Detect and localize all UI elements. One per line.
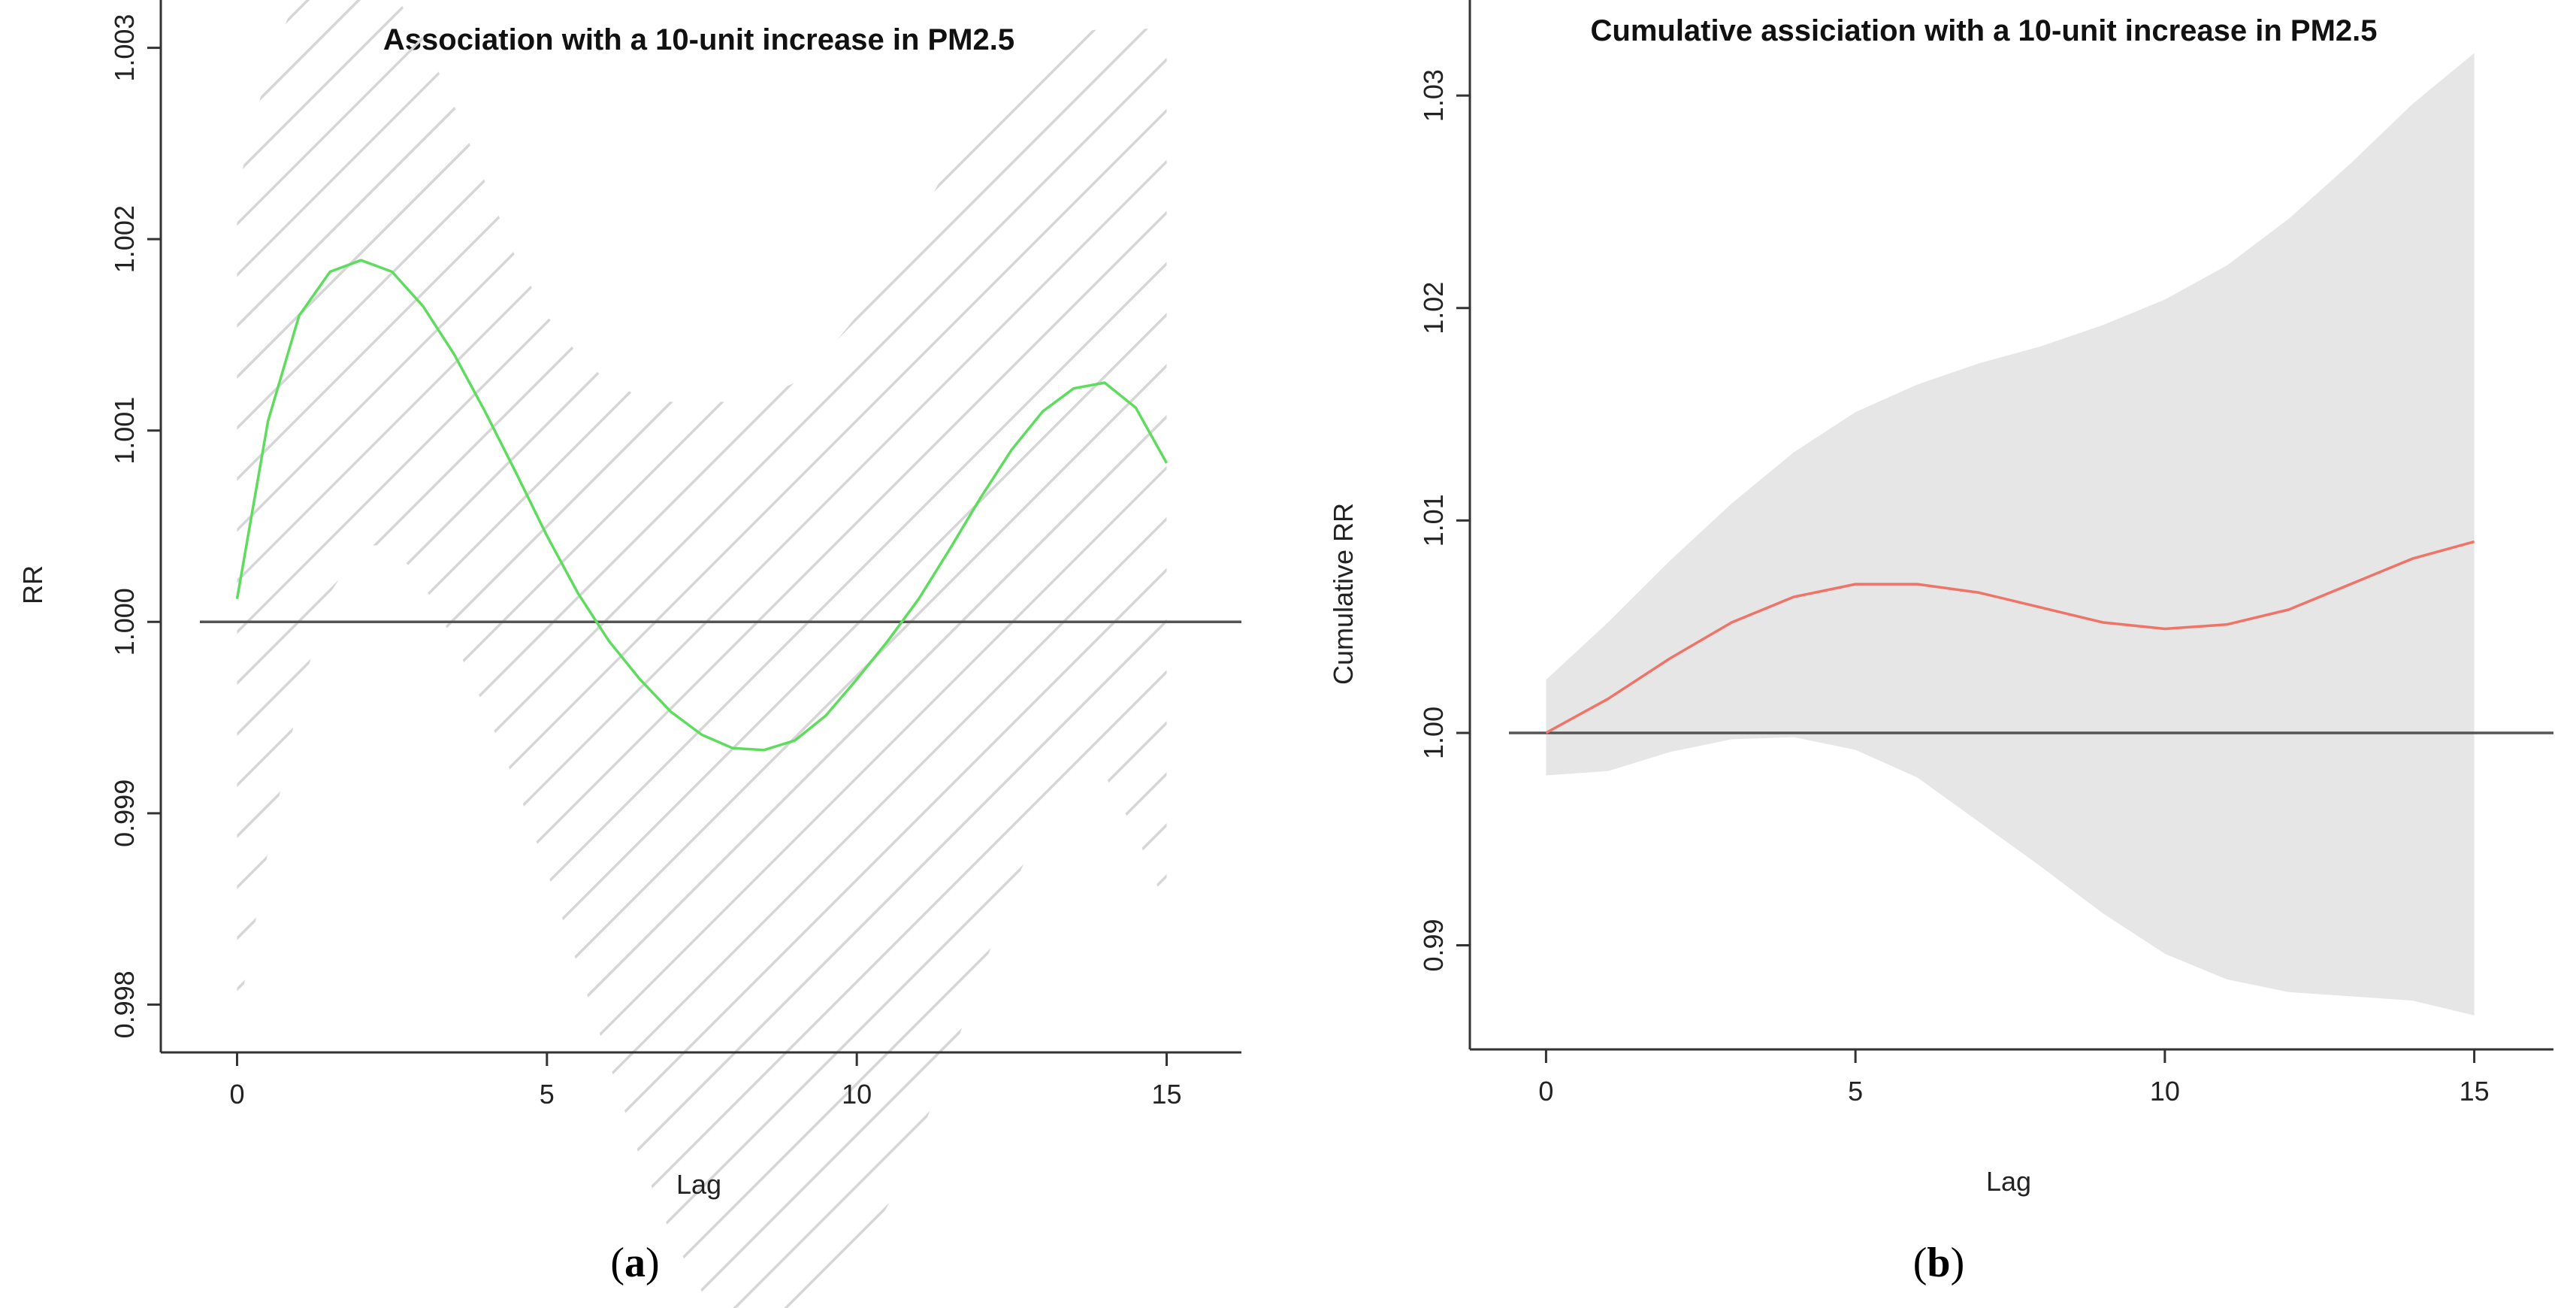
chart-b-y-axis-label: Cumulative RR	[1328, 503, 1359, 685]
chart-a-series-line	[235, 259, 1169, 752]
chart-a-y-tick-label: 1.002	[109, 205, 140, 273]
chart-b-series-line	[1545, 540, 2475, 734]
chart-b-x-tick-label: 10	[2150, 1076, 2180, 1107]
chart-b-confidence-band-group	[1546, 53, 2475, 1016]
chart-a-series-group	[235, 259, 1169, 752]
chart-b-series-group	[1545, 540, 2475, 734]
chart-a-title: Association with a 10-unit increase in P…	[383, 23, 1014, 56]
chart-a-y-tick-label: 1.003	[109, 14, 140, 82]
chart-b-panel-label: (b)	[1913, 1240, 1964, 1286]
chart-a-x-axis-label: Lag	[676, 1169, 721, 1200]
chart-a-axes: 0 5 10 15 0.998 0.999 1.000 1.001 1.002 1.003	[109, 0, 1241, 1110]
chart-panel-a: Association with a 10-unit increase in P…	[17, 0, 1241, 1308]
chart-a-x-tick-label: 15	[1151, 1079, 1181, 1110]
chart-a-y-tick-label: 0.998	[109, 970, 140, 1038]
chart-a-x-tick-label: 10	[842, 1079, 872, 1110]
chart-b-y-tick-label: 1.00	[1418, 707, 1449, 759]
chart-b-title: Cumulative assiciation with a 10-unit in…	[1591, 14, 2378, 47]
chart-b-confidence-band	[1546, 53, 2475, 1016]
chart-b-x-tick-label: 0	[1538, 1076, 1553, 1107]
chart-a-y-axis-label: RR	[17, 565, 48, 604]
chart-b-y-tick-label: 1.02	[1418, 282, 1449, 335]
chart-b-x-tick-label: 5	[1848, 1076, 1863, 1107]
chart-panel-b: Cumulative assiciation with a 10-unit in…	[1328, 0, 2553, 1286]
chart-b-x-axis-label: Lag	[1986, 1166, 2031, 1197]
chart-a-panel-label: (a)	[610, 1240, 659, 1286]
chart-b-axes: 0 5 10 15 0.99 1.00 1.01 1.02 1.03	[1418, 0, 2553, 1107]
chart-a-confidence-band	[237, 0, 1167, 1308]
chart-a-y-tick-label: 0.999	[109, 780, 140, 847]
chart-b-y-tick-label: 0.99	[1418, 919, 1449, 971]
chart-a-confidence-band-group	[237, 0, 1167, 1308]
chart-a-x-tick-label: 5	[540, 1079, 555, 1110]
chart-a-y-tick-label: 1.001	[109, 397, 140, 465]
chart-b-x-tick-label: 15	[2460, 1076, 2490, 1107]
chart-a-x-tick-label: 0	[229, 1079, 244, 1110]
chart-b-y-tick-label: 1.01	[1418, 494, 1449, 547]
chart-a-y-tick-label: 1.000	[109, 588, 140, 656]
chart-b-y-tick-label: 1.03	[1418, 69, 1449, 122]
